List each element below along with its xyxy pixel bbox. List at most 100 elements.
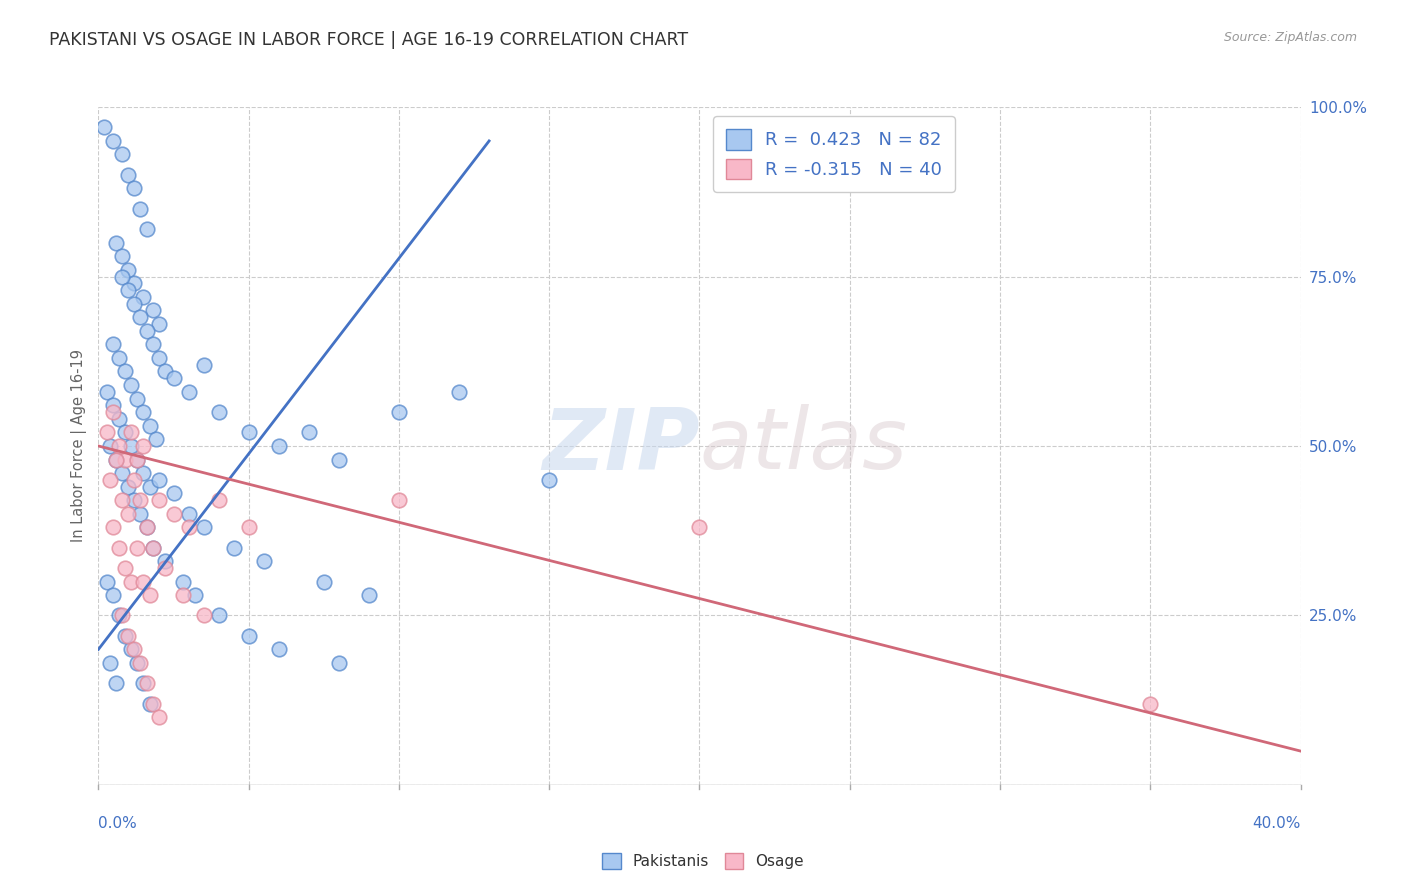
Point: [138, 418, 160, 433]
Point: [129, 656, 152, 670]
Point: [96, 574, 118, 589]
Point: [129, 507, 152, 521]
Point: [103, 405, 125, 419]
Point: [177, 520, 200, 534]
Text: Source: ZipAtlas.com: Source: ZipAtlas.com: [1223, 31, 1357, 45]
Point: [148, 710, 170, 724]
Point: [100, 439, 122, 453]
Point: [114, 452, 136, 467]
Point: [121, 378, 143, 392]
Point: [103, 398, 125, 412]
Point: [153, 561, 176, 575]
Point: [177, 507, 200, 521]
Text: PAKISTANI VS OSAGE IN LABOR FORCE | AGE 16-19 CORRELATION CHART: PAKISTANI VS OSAGE IN LABOR FORCE | AGE …: [49, 31, 689, 49]
Point: [114, 364, 136, 378]
Point: [148, 351, 170, 365]
Point: [111, 269, 134, 284]
Point: [111, 493, 134, 508]
Point: [124, 493, 146, 508]
Point: [238, 629, 260, 643]
Point: [135, 324, 157, 338]
Point: [121, 574, 143, 589]
Point: [267, 439, 290, 453]
Point: [114, 629, 136, 643]
Point: [1139, 697, 1161, 711]
Point: [208, 405, 231, 419]
Point: [447, 384, 470, 399]
Text: atlas: atlas: [700, 404, 907, 488]
Point: [357, 588, 380, 602]
Point: [108, 541, 131, 555]
Point: [124, 181, 146, 195]
Point: [328, 452, 350, 467]
Text: 40.0%: 40.0%: [1253, 816, 1301, 831]
Point: [153, 554, 176, 568]
Point: [108, 608, 131, 623]
Point: [689, 520, 711, 534]
Point: [148, 473, 170, 487]
Point: [100, 656, 122, 670]
Point: [135, 676, 157, 690]
Point: [117, 629, 139, 643]
Point: [388, 493, 411, 508]
Point: [111, 147, 134, 161]
Point: [162, 371, 184, 385]
Point: [153, 364, 176, 378]
Point: [96, 384, 118, 399]
Point: [96, 425, 118, 440]
Point: [132, 290, 155, 304]
Point: [538, 473, 561, 487]
Point: [148, 493, 170, 508]
Point: [148, 317, 170, 331]
Text: 0.0%: 0.0%: [98, 816, 138, 831]
Point: [135, 222, 157, 236]
Point: [141, 337, 163, 351]
Point: [121, 439, 143, 453]
Point: [124, 642, 146, 657]
Point: [183, 588, 205, 602]
Point: [328, 656, 350, 670]
Point: [114, 425, 136, 440]
Point: [177, 384, 200, 399]
Point: [132, 405, 155, 419]
Point: [108, 351, 131, 365]
Point: [132, 676, 155, 690]
Point: [253, 554, 276, 568]
Point: [298, 425, 321, 440]
Point: [108, 412, 131, 426]
Point: [124, 473, 146, 487]
Point: [238, 520, 260, 534]
Point: [93, 120, 115, 135]
Point: [138, 480, 160, 494]
Point: [103, 520, 125, 534]
Point: [103, 588, 125, 602]
Point: [138, 697, 160, 711]
Point: [208, 608, 231, 623]
Point: [312, 574, 335, 589]
Point: [117, 262, 139, 277]
Point: [238, 425, 260, 440]
Point: [208, 493, 231, 508]
Point: [132, 574, 155, 589]
Point: [111, 249, 134, 263]
Point: [127, 452, 149, 467]
Point: [111, 608, 134, 623]
Point: [129, 202, 152, 216]
Point: [129, 493, 152, 508]
Point: [141, 303, 163, 318]
Point: [145, 432, 167, 446]
Point: [135, 520, 157, 534]
Point: [127, 452, 149, 467]
Point: [267, 642, 290, 657]
Point: [117, 480, 139, 494]
Point: [129, 310, 152, 325]
Point: [117, 283, 139, 297]
Point: [121, 642, 143, 657]
Legend: Pakistanis, Osage: Pakistanis, Osage: [596, 847, 810, 875]
Point: [127, 656, 149, 670]
Point: [105, 452, 128, 467]
Point: [141, 541, 163, 555]
Point: [135, 520, 157, 534]
Point: [103, 134, 125, 148]
Point: [193, 520, 215, 534]
